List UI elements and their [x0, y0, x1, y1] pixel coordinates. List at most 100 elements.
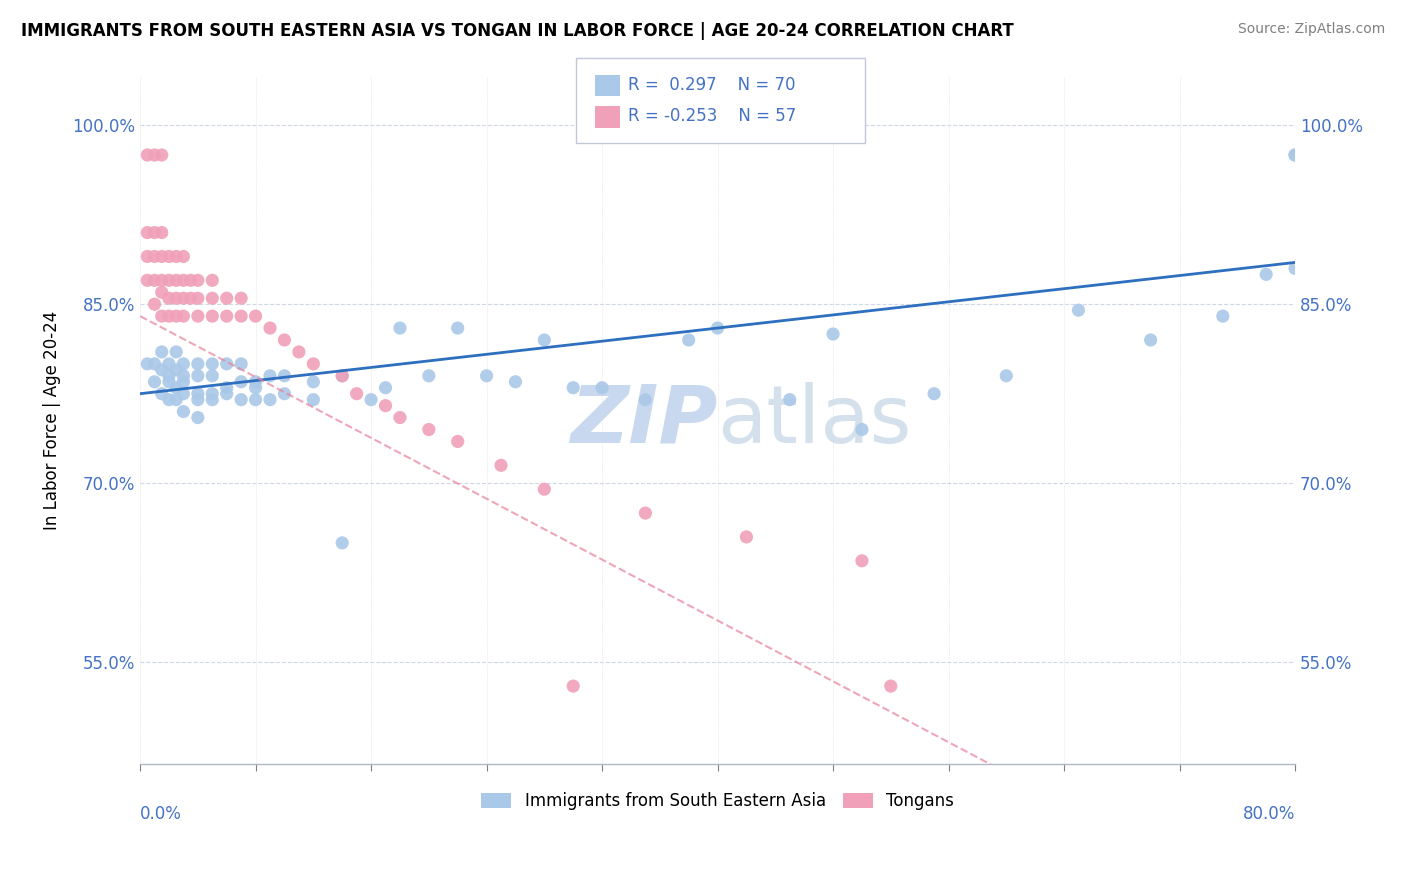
Point	[360, 392, 382, 407]
Point	[143, 273, 166, 287]
Point	[1067, 303, 1090, 318]
Point	[634, 506, 657, 520]
Point	[259, 392, 281, 407]
Point	[201, 291, 224, 305]
Point	[150, 386, 173, 401]
Point	[165, 381, 187, 395]
Point	[562, 679, 585, 693]
Point	[273, 333, 295, 347]
Point	[150, 363, 173, 377]
Point	[245, 381, 267, 395]
Point	[172, 273, 194, 287]
Point	[157, 368, 180, 383]
Point	[678, 333, 700, 347]
Point	[330, 368, 353, 383]
Text: atlas: atlas	[717, 382, 912, 459]
Point	[880, 679, 903, 693]
Point	[172, 309, 194, 323]
Point	[215, 381, 238, 395]
Point	[851, 423, 873, 437]
Point	[201, 386, 224, 401]
Point	[165, 291, 187, 305]
Point	[489, 458, 512, 473]
Point	[157, 273, 180, 287]
Point	[136, 250, 159, 264]
Point	[302, 357, 325, 371]
Point	[779, 392, 801, 407]
Point	[330, 368, 353, 383]
Point	[157, 309, 180, 323]
Point	[172, 291, 194, 305]
Point	[187, 368, 209, 383]
Point	[201, 309, 224, 323]
Text: ZIP: ZIP	[571, 382, 717, 459]
Point	[706, 321, 728, 335]
Point	[245, 309, 267, 323]
Point	[1284, 148, 1306, 162]
Point	[136, 226, 159, 240]
Point	[995, 368, 1018, 383]
Point	[302, 375, 325, 389]
Point	[215, 386, 238, 401]
Point	[388, 410, 411, 425]
Point	[180, 273, 202, 287]
Point	[143, 357, 166, 371]
Text: 0.0%: 0.0%	[141, 805, 181, 823]
Point	[165, 250, 187, 264]
Point	[533, 333, 555, 347]
Point	[1212, 309, 1234, 323]
Point	[143, 297, 166, 311]
Text: 80.0%: 80.0%	[1243, 805, 1295, 823]
Point	[231, 357, 253, 371]
Point	[231, 392, 253, 407]
Point	[172, 375, 194, 389]
Point	[187, 291, 209, 305]
Point	[215, 309, 238, 323]
Point	[821, 326, 844, 341]
Point	[150, 226, 173, 240]
Text: R = -0.253    N = 57: R = -0.253 N = 57	[628, 107, 797, 125]
Point	[165, 273, 187, 287]
Point	[447, 321, 470, 335]
Point	[302, 392, 325, 407]
Point	[136, 357, 159, 371]
Point	[201, 368, 224, 383]
Point	[215, 357, 238, 371]
Point	[150, 345, 173, 359]
Point	[187, 410, 209, 425]
Point	[150, 148, 173, 162]
Legend: Immigrants from South Eastern Asia, Tongans: Immigrants from South Eastern Asia, Tong…	[475, 786, 960, 817]
Point	[418, 423, 440, 437]
Point	[157, 357, 180, 371]
Point	[1256, 268, 1278, 282]
Point	[259, 321, 281, 335]
Point	[187, 357, 209, 371]
Point	[150, 273, 173, 287]
Point	[505, 375, 527, 389]
Point	[143, 148, 166, 162]
Point	[157, 375, 180, 389]
Point	[475, 368, 498, 383]
Point	[136, 273, 159, 287]
Point	[231, 309, 253, 323]
Text: R =  0.297    N = 70: R = 0.297 N = 70	[628, 76, 796, 94]
Point	[172, 250, 194, 264]
Point	[150, 309, 173, 323]
Point	[201, 273, 224, 287]
Point	[172, 357, 194, 371]
Text: Source: ZipAtlas.com: Source: ZipAtlas.com	[1237, 22, 1385, 37]
Point	[288, 345, 311, 359]
Point	[634, 392, 657, 407]
Point	[231, 291, 253, 305]
Point	[1139, 333, 1161, 347]
Point	[172, 404, 194, 418]
Point	[245, 375, 267, 389]
Point	[157, 250, 180, 264]
Point	[187, 392, 209, 407]
Point	[374, 381, 396, 395]
Point	[330, 536, 353, 550]
Point	[418, 368, 440, 383]
Point	[1284, 148, 1306, 162]
Point	[180, 291, 202, 305]
Point	[165, 392, 187, 407]
